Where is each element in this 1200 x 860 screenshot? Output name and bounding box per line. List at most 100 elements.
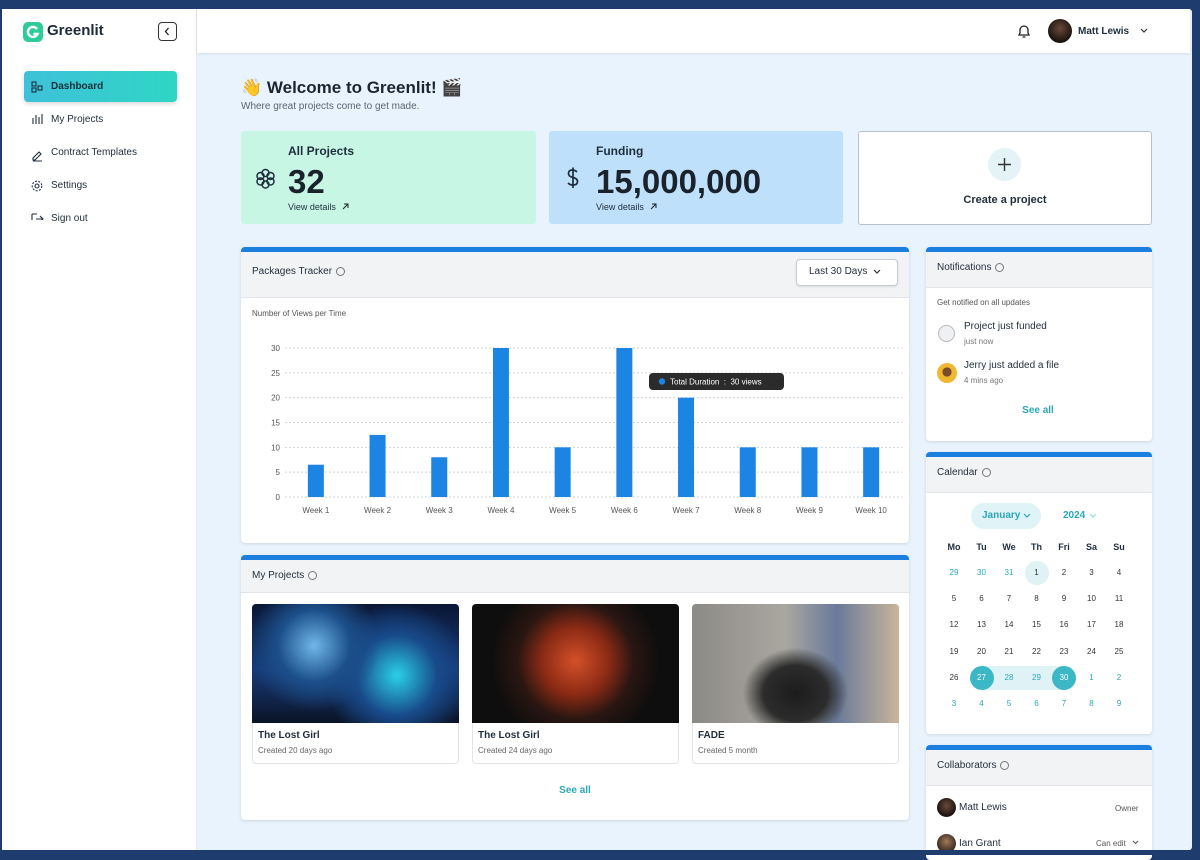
calendar-day[interactable]: 30 [1052, 665, 1076, 690]
user-menu-chevron[interactable] [1139, 27, 1149, 35]
calendar-day[interactable]: 3 [1089, 568, 1094, 577]
nav-item[interactable]: Settings [51, 180, 88, 191]
calendar-day[interactable]: 19 [949, 646, 959, 656]
calendar-day[interactable]: 30 [977, 568, 986, 577]
user-avatar[interactable] [1048, 19, 1072, 43]
calendar-day[interactable]: 23 [1059, 646, 1069, 656]
bar [739, 447, 756, 497]
calendar-day[interactable]: 14 [1004, 620, 1014, 630]
calendar-day[interactable]: 20 [977, 646, 986, 656]
bar [307, 464, 324, 497]
y-tick-label: 0 [276, 493, 281, 502]
calendar-day[interactable]: 13 [977, 620, 986, 630]
calendar-day[interactable]: 31 [1004, 568, 1014, 577]
sidebar [2, 9, 197, 850]
collaborators-panel [926, 745, 1152, 860]
calendar-day[interactable]: 1 [1024, 561, 1049, 585]
year-label[interactable]: 2024 [1063, 510, 1086, 521]
stat-value: 32 [288, 163, 325, 200]
calendar-day[interactable]: 7 [1061, 699, 1067, 708]
calendar-day[interactable]: 9 [1116, 699, 1122, 708]
calendar-day[interactable]: 22 [1032, 646, 1041, 656]
calendar-day[interactable]: 24 [1087, 646, 1096, 656]
nav-item[interactable]: Contract Templates [51, 147, 137, 158]
member-role[interactable]: Can edit [1096, 839, 1126, 848]
calendar-day[interactable]: 25 [1114, 646, 1124, 656]
logo-icon [23, 22, 43, 42]
nav-icons [31, 81, 44, 220]
user-name[interactable]: Matt Lewis [1078, 26, 1130, 37]
project-title[interactable]: FADE [698, 730, 725, 741]
weekday-label: Sa [1085, 542, 1097, 552]
bell-icon[interactable] [1016, 23, 1032, 40]
calendar-day[interactable]: 11 [1114, 594, 1124, 604]
calendar-day[interactable]: 15 [1032, 620, 1041, 630]
calendar-day[interactable]: 5 [951, 594, 957, 604]
nav-item[interactable]: Sign out [51, 213, 88, 224]
stat-link[interactable]: View details [288, 202, 336, 212]
nav-item[interactable]: My Projects [51, 114, 104, 125]
calendar-day[interactable]: 1 [1089, 672, 1094, 682]
project-title[interactable]: The Lost Girl [258, 730, 320, 741]
calendar-day[interactable]: 8 [1034, 594, 1039, 604]
weekday-label: Th [1031, 542, 1042, 552]
calendar-day[interactable]: 4 [979, 699, 984, 708]
month-select[interactable] [971, 503, 1041, 529]
calendar-day[interactable]: 16 [1059, 620, 1069, 630]
link-arrow [650, 203, 657, 210]
notification-text[interactable]: Project just funded [964, 321, 1047, 332]
calendar-day[interactable]: 12 [949, 620, 959, 630]
y-tick-label: 30 [271, 344, 280, 353]
calendar-day[interactable]: 26 [949, 672, 959, 682]
stat-value: 15,000,000 [596, 163, 762, 200]
calendar-day[interactable]: 6 [979, 594, 984, 604]
notification-icon [938, 325, 955, 342]
collapse-button[interactable] [158, 22, 177, 41]
panel-header [241, 560, 909, 593]
range-dropdown[interactable] [796, 259, 898, 286]
calendar-day[interactable]: 9 [1061, 594, 1067, 604]
calendar-day[interactable]: 21 [1004, 646, 1014, 656]
tooltip: Total Duration : 30 views [649, 373, 784, 390]
info-icon [981, 467, 991, 477]
notification-text[interactable]: Jerry just added a file [964, 360, 1060, 371]
calendar-day[interactable]: 6 [1034, 699, 1039, 708]
stat-link[interactable]: View details [596, 202, 644, 212]
calendar-day[interactable]: 8 [1089, 699, 1094, 708]
calendar-day[interactable]: 29 [949, 568, 959, 577]
tooltip-dot [658, 378, 666, 385]
calendar-day[interactable]: 5 [1006, 699, 1012, 708]
see-all-link[interactable]: See all [559, 785, 591, 796]
project-thumbnail [692, 604, 899, 723]
y-tick-label: 15 [271, 419, 280, 428]
calendar-day[interactable]: 18 [1114, 620, 1124, 630]
calendar-day[interactable]: 17 [1087, 620, 1096, 630]
plus-button[interactable] [988, 148, 1021, 181]
calendar-day[interactable]: 27 [969, 665, 994, 690]
x-tick-label: Week 8 [734, 506, 762, 515]
calendar-day[interactable]: 4 [1116, 568, 1122, 577]
project-created: Created 5 month [698, 746, 758, 755]
calendar-day[interactable]: 10 [1087, 594, 1096, 604]
nav-item[interactable]: Dashboard [51, 81, 104, 92]
project-title[interactable]: The Lost Girl [478, 730, 540, 741]
range-label[interactable]: Last 30 Days [809, 266, 868, 277]
month-label[interactable]: January [982, 510, 1021, 521]
calendar-day[interactable]: 29 [1032, 672, 1041, 682]
create-label[interactable]: Create a project [963, 194, 1047, 206]
role-chevron [1132, 840, 1139, 845]
projects-icon [256, 168, 275, 189]
calendar-day[interactable]: 2 [1116, 672, 1122, 682]
see-all-link[interactable]: See all [1022, 405, 1054, 416]
calendar-day[interactable]: 3 [951, 699, 957, 708]
calendar-day[interactable]: 28 [1004, 672, 1014, 682]
stat-card [241, 131, 536, 224]
panel-title: Packages Tracker [252, 265, 346, 279]
panel-title-text: My Projects [252, 570, 305, 581]
calendar-day[interactable]: 2 [1061, 568, 1067, 577]
y-tick-label: 10 [271, 443, 280, 452]
calendar-day[interactable]: 7 [1006, 594, 1012, 604]
y-tick-label: 25 [271, 369, 280, 378]
member-name: Matt Lewis [959, 802, 1007, 813]
